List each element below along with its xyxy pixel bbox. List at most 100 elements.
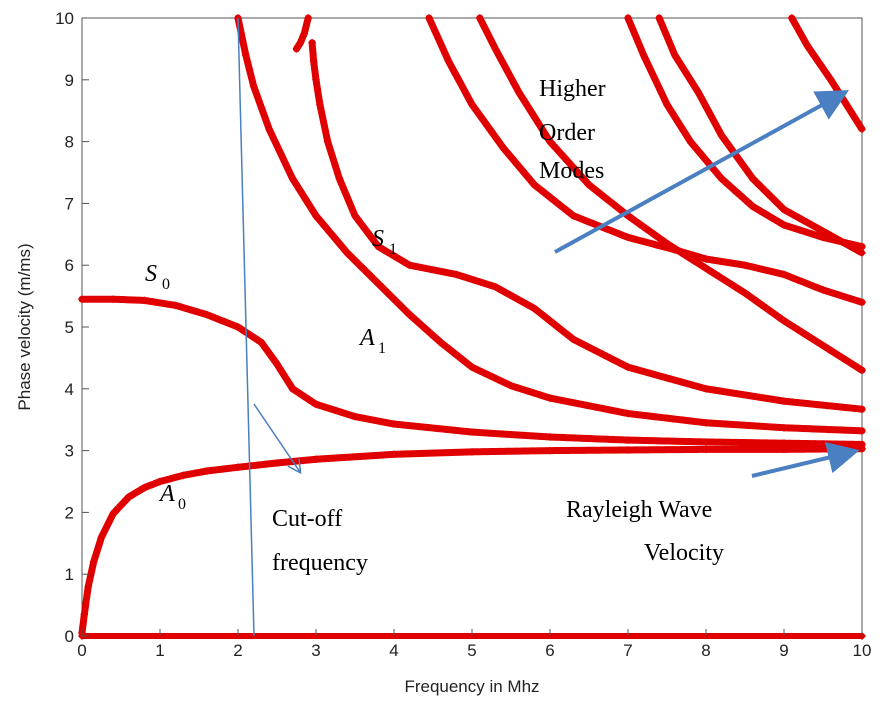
data-point [787,14,796,22]
data-point [273,360,281,369]
data-point [468,428,476,437]
series-line [78,295,866,448]
data-point [475,14,484,22]
data-point [312,455,320,464]
x-tick-label: 7 [623,641,632,660]
data-point [780,439,788,448]
data-point [624,363,632,372]
data-point [803,41,812,50]
data-point [858,125,866,134]
cutoff-line-1: Cut-off [272,506,342,532]
rayleigh-arrow [751,442,860,478]
data-point [84,582,93,591]
data-point [80,610,89,619]
data-point [179,471,188,480]
data-point [858,366,866,375]
series-7 [475,14,866,375]
data-point [569,335,578,344]
data-point [335,174,344,183]
y-tick-label: 2 [65,503,74,522]
data-point [780,205,788,214]
data-point [312,75,320,84]
data-point [819,341,827,350]
data-point [686,137,695,146]
data-point [741,289,749,298]
data-point [780,316,788,325]
series-0 [78,444,866,637]
data-point [624,445,632,454]
y-tick-label: 5 [65,318,74,337]
data-point [624,436,632,445]
plot-area [81,17,863,637]
data-point [624,14,632,22]
data-point [452,270,461,279]
data-point [140,296,149,305]
data-point [308,38,317,47]
data-point [425,14,434,22]
data-point [670,51,679,60]
data-point [780,445,788,454]
data-point [202,310,211,319]
series-layer [78,14,866,640]
data-point [663,239,671,248]
data-point [702,384,710,393]
data-point [569,211,578,220]
data-point [374,279,383,288]
data-point [405,261,414,270]
data-point [124,492,133,501]
data-point [585,180,593,189]
x-tick-label: 9 [779,641,788,660]
data-point [304,14,313,22]
cutoff-arrow [253,403,300,472]
data-point [546,394,554,403]
data-point [468,363,476,372]
data-point [702,445,710,454]
y-tick-label: 10 [55,9,74,28]
data-point [312,211,320,220]
higher-order-line-2: Order [539,120,595,146]
data-point [296,38,305,47]
label-a0-sub: 0 [178,496,186,513]
data-point [530,304,539,313]
data-point [858,405,866,414]
series-9 [655,14,866,257]
data-point [234,323,242,331]
data-point [858,248,866,257]
x-tick-label: 8 [701,641,710,660]
label-s1-sub: 1 [389,241,397,258]
data-point [202,466,211,475]
label-s0-base: S [145,261,157,287]
data-point [639,51,648,60]
data-point [826,75,835,84]
data-point [546,446,554,455]
label-a1-base: A [358,325,375,351]
higher-order-arrow [554,90,850,254]
rayleigh-label: Rayleigh Wave Velocity [566,497,724,566]
series-line [476,14,866,374]
cutoff-line [237,17,255,637]
data-point [351,412,359,421]
rayleigh-line-2: Velocity [644,540,724,566]
data-point [702,418,710,427]
data-point [323,137,332,146]
label-s1-base: S [372,226,384,252]
data-point [663,100,671,109]
x-tick-label: 10 [853,641,872,660]
x-tick-label: 4 [389,641,398,660]
data-point [780,397,788,406]
data-point [717,174,726,183]
data-point [655,14,664,22]
data-point [315,100,324,109]
data-point [97,533,106,542]
data-point [257,338,266,347]
data-point [741,261,749,270]
data-point [702,264,710,273]
x-tick-label: 2 [233,641,242,660]
higher-order-modes-label: Higher Order Modes [539,76,606,184]
data-point [819,285,827,294]
data-point [717,131,726,140]
data-point [858,440,866,449]
label-a0-base: A [158,481,175,507]
